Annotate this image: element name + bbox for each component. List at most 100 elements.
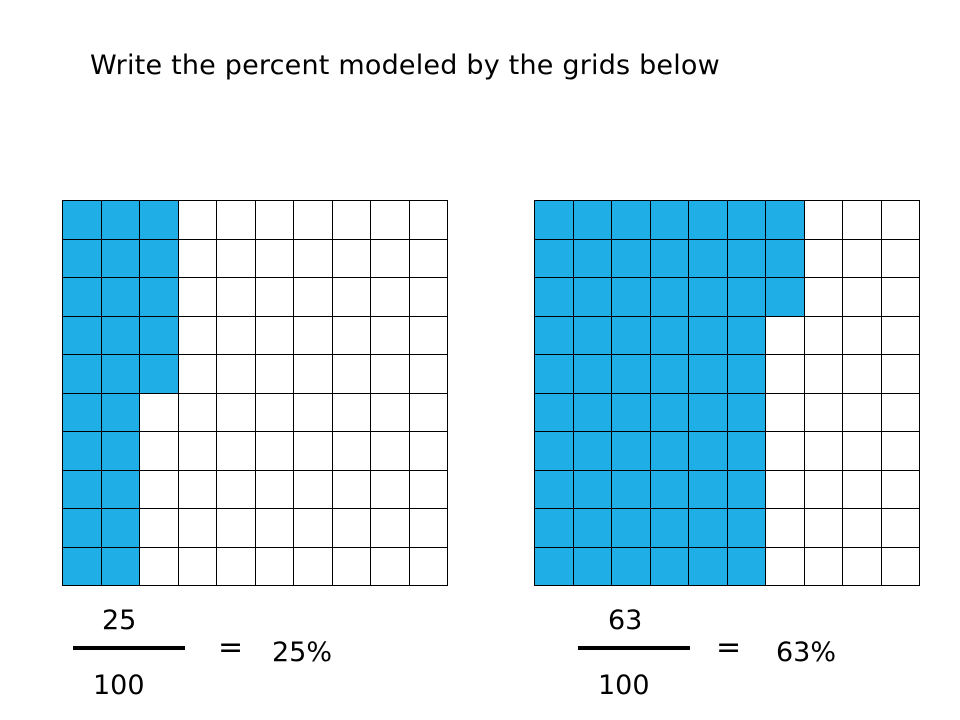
grid-cell-empty — [371, 547, 409, 585]
fraction-numerator-left: 25 — [102, 605, 137, 636]
grid-cell-empty — [217, 509, 255, 547]
grid-cell-empty — [178, 547, 216, 585]
grid-cell-shaded — [689, 547, 727, 585]
grid-cell-empty — [332, 239, 370, 277]
grid-cell-shaded — [689, 239, 727, 277]
grid-cell-shaded — [63, 201, 101, 239]
grid-cell-empty — [843, 201, 881, 239]
grid-cell-empty — [409, 547, 447, 585]
grid-cell-empty — [804, 432, 842, 470]
grid-cell-empty — [843, 355, 881, 393]
grid-cell-shaded — [573, 316, 611, 354]
grid-cell-empty — [804, 355, 842, 393]
grid-cell-shaded — [612, 239, 650, 277]
fraction-denominator-left: 100 — [93, 670, 145, 701]
grid-cell-empty — [881, 355, 919, 393]
grid-cell-shaded — [101, 239, 139, 277]
grid-cell-shaded — [63, 547, 101, 585]
grid-cell-empty — [371, 470, 409, 508]
grid-cell-shaded — [689, 470, 727, 508]
grid-cell-shaded — [650, 470, 688, 508]
grid-cell-shaded — [535, 509, 573, 547]
grid-cell-empty — [881, 432, 919, 470]
grid-cell-empty — [255, 470, 293, 508]
grid-cell-empty — [804, 393, 842, 431]
grid-cell-empty — [217, 393, 255, 431]
grid-cell-shaded — [63, 355, 101, 393]
grid-cell-empty — [178, 316, 216, 354]
grid-cell-empty — [294, 432, 332, 470]
grid-cell-empty — [766, 470, 804, 508]
grid-cell-shaded — [140, 278, 178, 316]
grid-cell-shaded — [535, 201, 573, 239]
percent-answer-left: 25% — [272, 637, 333, 668]
grid-cell-empty — [409, 201, 447, 239]
grid-cell-empty — [881, 316, 919, 354]
grid-cell-shaded — [650, 393, 688, 431]
grid-cell-empty — [178, 278, 216, 316]
grid-cell-shaded — [689, 432, 727, 470]
grid-cell-shaded — [612, 470, 650, 508]
grid-cell-shaded — [727, 278, 765, 316]
grid-cell-empty — [255, 547, 293, 585]
grid-cell-shaded — [727, 432, 765, 470]
grid-cell-empty — [294, 547, 332, 585]
grid-cell-shaded — [573, 470, 611, 508]
grid-cell-shaded — [727, 393, 765, 431]
grid-cell-shaded — [101, 547, 139, 585]
grid-cell-shaded — [612, 393, 650, 431]
grid-cell-shaded — [101, 201, 139, 239]
grid-cell-empty — [409, 509, 447, 547]
fraction-bar-right — [578, 646, 690, 650]
grid-cell-empty — [766, 393, 804, 431]
grid-cell-empty — [766, 316, 804, 354]
grid-cell-shaded — [101, 278, 139, 316]
equals-sign-left: = — [218, 630, 244, 665]
fraction-bar-left — [73, 646, 185, 650]
grid-cell-empty — [294, 239, 332, 277]
grid-cell-empty — [843, 432, 881, 470]
grid-cell-shaded — [689, 355, 727, 393]
grid-cell-empty — [371, 432, 409, 470]
grid-cell-empty — [332, 432, 370, 470]
grid-cell-empty — [255, 278, 293, 316]
grid-cell-shaded — [535, 355, 573, 393]
grid-cell-shaded — [689, 393, 727, 431]
grid-cell-empty — [409, 393, 447, 431]
grid-cell-empty — [332, 278, 370, 316]
grid-cell-empty — [843, 393, 881, 431]
grid-cell-shaded — [689, 201, 727, 239]
grid-cell-empty — [804, 239, 842, 277]
grid-cell-empty — [843, 470, 881, 508]
grid-cell-shaded — [612, 432, 650, 470]
grid-cell-shaded — [140, 239, 178, 277]
grid-cell-empty — [217, 432, 255, 470]
grid-cell-empty — [294, 509, 332, 547]
grid-cell-empty — [294, 393, 332, 431]
grid-cell-shaded — [650, 316, 688, 354]
grid-cell-empty — [804, 547, 842, 585]
grid-cell-empty — [766, 509, 804, 547]
grid-cell-shaded — [573, 432, 611, 470]
grid-cell-shaded — [766, 239, 804, 277]
grid-cell-shaded — [573, 201, 611, 239]
grid-cell-empty — [409, 432, 447, 470]
grid-cell-empty — [371, 393, 409, 431]
equals-sign-right: = — [716, 630, 742, 665]
grid-cell-empty — [255, 316, 293, 354]
grid-cell-empty — [881, 470, 919, 508]
grid-cell-shaded — [650, 432, 688, 470]
grid-cell-empty — [140, 393, 178, 431]
grid-cell-empty — [409, 355, 447, 393]
grid-cell-empty — [178, 393, 216, 431]
grid-cell-shaded — [63, 509, 101, 547]
grid-cell-empty — [294, 355, 332, 393]
grid-cell-empty — [178, 201, 216, 239]
grid-cell-shaded — [612, 547, 650, 585]
grid-cell-empty — [766, 355, 804, 393]
grid-cell-shaded — [101, 509, 139, 547]
grid-cell-empty — [332, 470, 370, 508]
grid-cell-empty — [766, 547, 804, 585]
grid-cell-empty — [140, 470, 178, 508]
instruction-title: Write the percent modeled by the grids b… — [90, 50, 720, 81]
